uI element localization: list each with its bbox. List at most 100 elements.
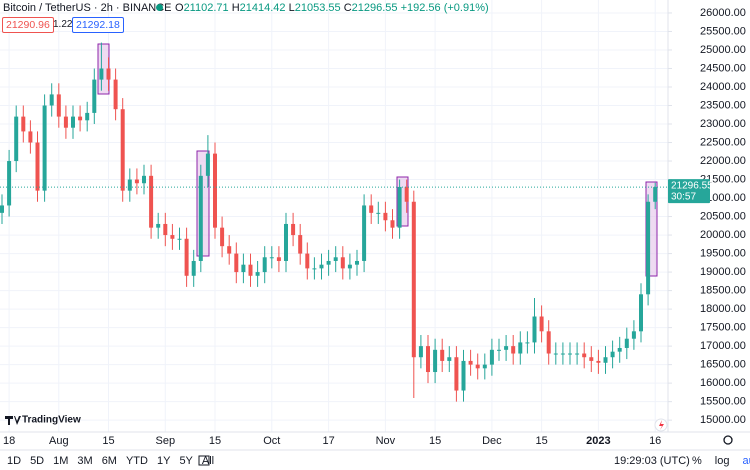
watermark: TradingView [22, 415, 81, 426]
x-tick-label: 18 [3, 435, 15, 447]
settings-icon[interactable] [723, 435, 733, 445]
candle-body [198, 175, 203, 261]
y-tick-label: 16500.00 [700, 359, 746, 371]
buy-button[interactable]: 21292.18 [72, 17, 124, 33]
y-tick-label: 20000.00 [700, 229, 746, 241]
candle-body [142, 175, 146, 184]
candle-body [319, 264, 324, 269]
candle-body [99, 68, 104, 80]
candle-body [475, 364, 480, 369]
candle-body [617, 347, 622, 352]
last-price-label: 21296.55 [671, 181, 713, 192]
y-tick-label: 25500.00 [700, 25, 746, 37]
candle-body [184, 238, 189, 276]
candle-body [568, 353, 572, 355]
candle-body [191, 260, 196, 276]
x-tick-label: 15 [102, 435, 114, 447]
range-button[interactable]: 5D [30, 455, 45, 467]
candle-body [333, 257, 338, 261]
candle-body [7, 161, 12, 206]
candle-body [42, 105, 47, 191]
date-range-icon[interactable] [198, 455, 210, 466]
candle-body [418, 346, 423, 358]
range-button[interactable]: 6M [101, 455, 117, 467]
candle-body [78, 116, 83, 121]
range-button[interactable]: 1M [53, 455, 69, 467]
x-tick-label: 15 [429, 435, 441, 447]
status-dot [156, 4, 163, 11]
range-toolbar: 1D 5D 1M 3M 6M YTD 1Y 5Y All [7, 455, 214, 467]
candle-body [355, 260, 359, 265]
candle-body [127, 179, 132, 191]
scale-button[interactable]: log [714, 455, 730, 467]
candle-body [603, 357, 608, 363]
candle-body [134, 179, 139, 184]
candle-body [362, 205, 367, 261]
candle-body [298, 235, 303, 254]
y-tick-label: 21000.00 [700, 192, 746, 204]
candle-body [262, 257, 267, 273]
range-button[interactable]: 3M [77, 455, 93, 467]
candle-body [49, 94, 54, 106]
candle-body [120, 109, 125, 191]
logo: TradingView [5, 415, 81, 426]
change: +192.56 (+0.91%) [400, 2, 489, 14]
range-button[interactable]: 5Y [179, 455, 193, 467]
countdown: 30:57 [671, 192, 696, 203]
header: Bitcoin / TetherUS · 2h · BINANCE [3, 2, 172, 14]
candle-body [397, 186, 402, 228]
candle-body [255, 272, 260, 276]
candle-body [205, 153, 210, 176]
logo-mark [5, 416, 21, 425]
y-tick-label: 26000.00 [700, 7, 746, 19]
y-tick-label: 24500.00 [700, 62, 746, 74]
y-tick-label: 23000.00 [700, 118, 746, 130]
candle-body [610, 351, 615, 358]
range-button[interactable]: All [201, 455, 215, 467]
scale-button[interactable]: auto [742, 455, 750, 467]
y-tick-label: 15500.00 [700, 396, 746, 408]
candle-body [411, 201, 416, 358]
range-button[interactable]: YTD [125, 455, 148, 467]
x-tick-label: 2023 [586, 435, 610, 447]
x-tick-label: Aug [49, 435, 69, 447]
candle-body [369, 205, 374, 213]
symbol-title: Bitcoin / TetherUS · 2h · BINANCE [3, 2, 172, 14]
candle-body [631, 331, 636, 339]
y-tick-label: 17000.00 [700, 340, 746, 352]
candle-body [646, 201, 651, 295]
y-tick-label: 16000.00 [700, 377, 746, 389]
spread: 1.22 [53, 19, 73, 30]
range-button[interactable]: 1Y [156, 455, 171, 467]
candle-body [163, 223, 168, 236]
sell-button[interactable]: 21290.96 [2, 17, 54, 33]
candle-body [56, 94, 61, 117]
x-tick-label: Oct [263, 435, 280, 447]
candle-body [170, 235, 175, 239]
candle-body [291, 223, 296, 236]
candle-body [482, 364, 487, 369]
scale-button[interactable]: % [692, 455, 702, 467]
candle-body [461, 360, 466, 391]
candle-body [234, 253, 239, 273]
last-price-box [668, 179, 710, 204]
candle-body [241, 264, 246, 273]
candle-body [589, 357, 594, 361]
candle-body [305, 253, 310, 269]
candle-body [532, 316, 537, 343]
candle-body [653, 187, 658, 202]
candle-body [340, 257, 345, 269]
candle-body [390, 220, 395, 228]
candle-body [213, 153, 217, 228]
candle-body [376, 212, 381, 214]
candle-body [35, 142, 40, 191]
highlight-box[interactable] [645, 181, 658, 277]
y-tick-label: 24000.00 [700, 81, 746, 93]
candle-body [497, 349, 501, 351]
candle-body [347, 264, 352, 269]
y-tick-label: 21500.00 [700, 173, 746, 185]
candle-body [312, 268, 317, 270]
candle-body [85, 112, 90, 121]
range-button[interactable]: 1D [7, 455, 22, 467]
